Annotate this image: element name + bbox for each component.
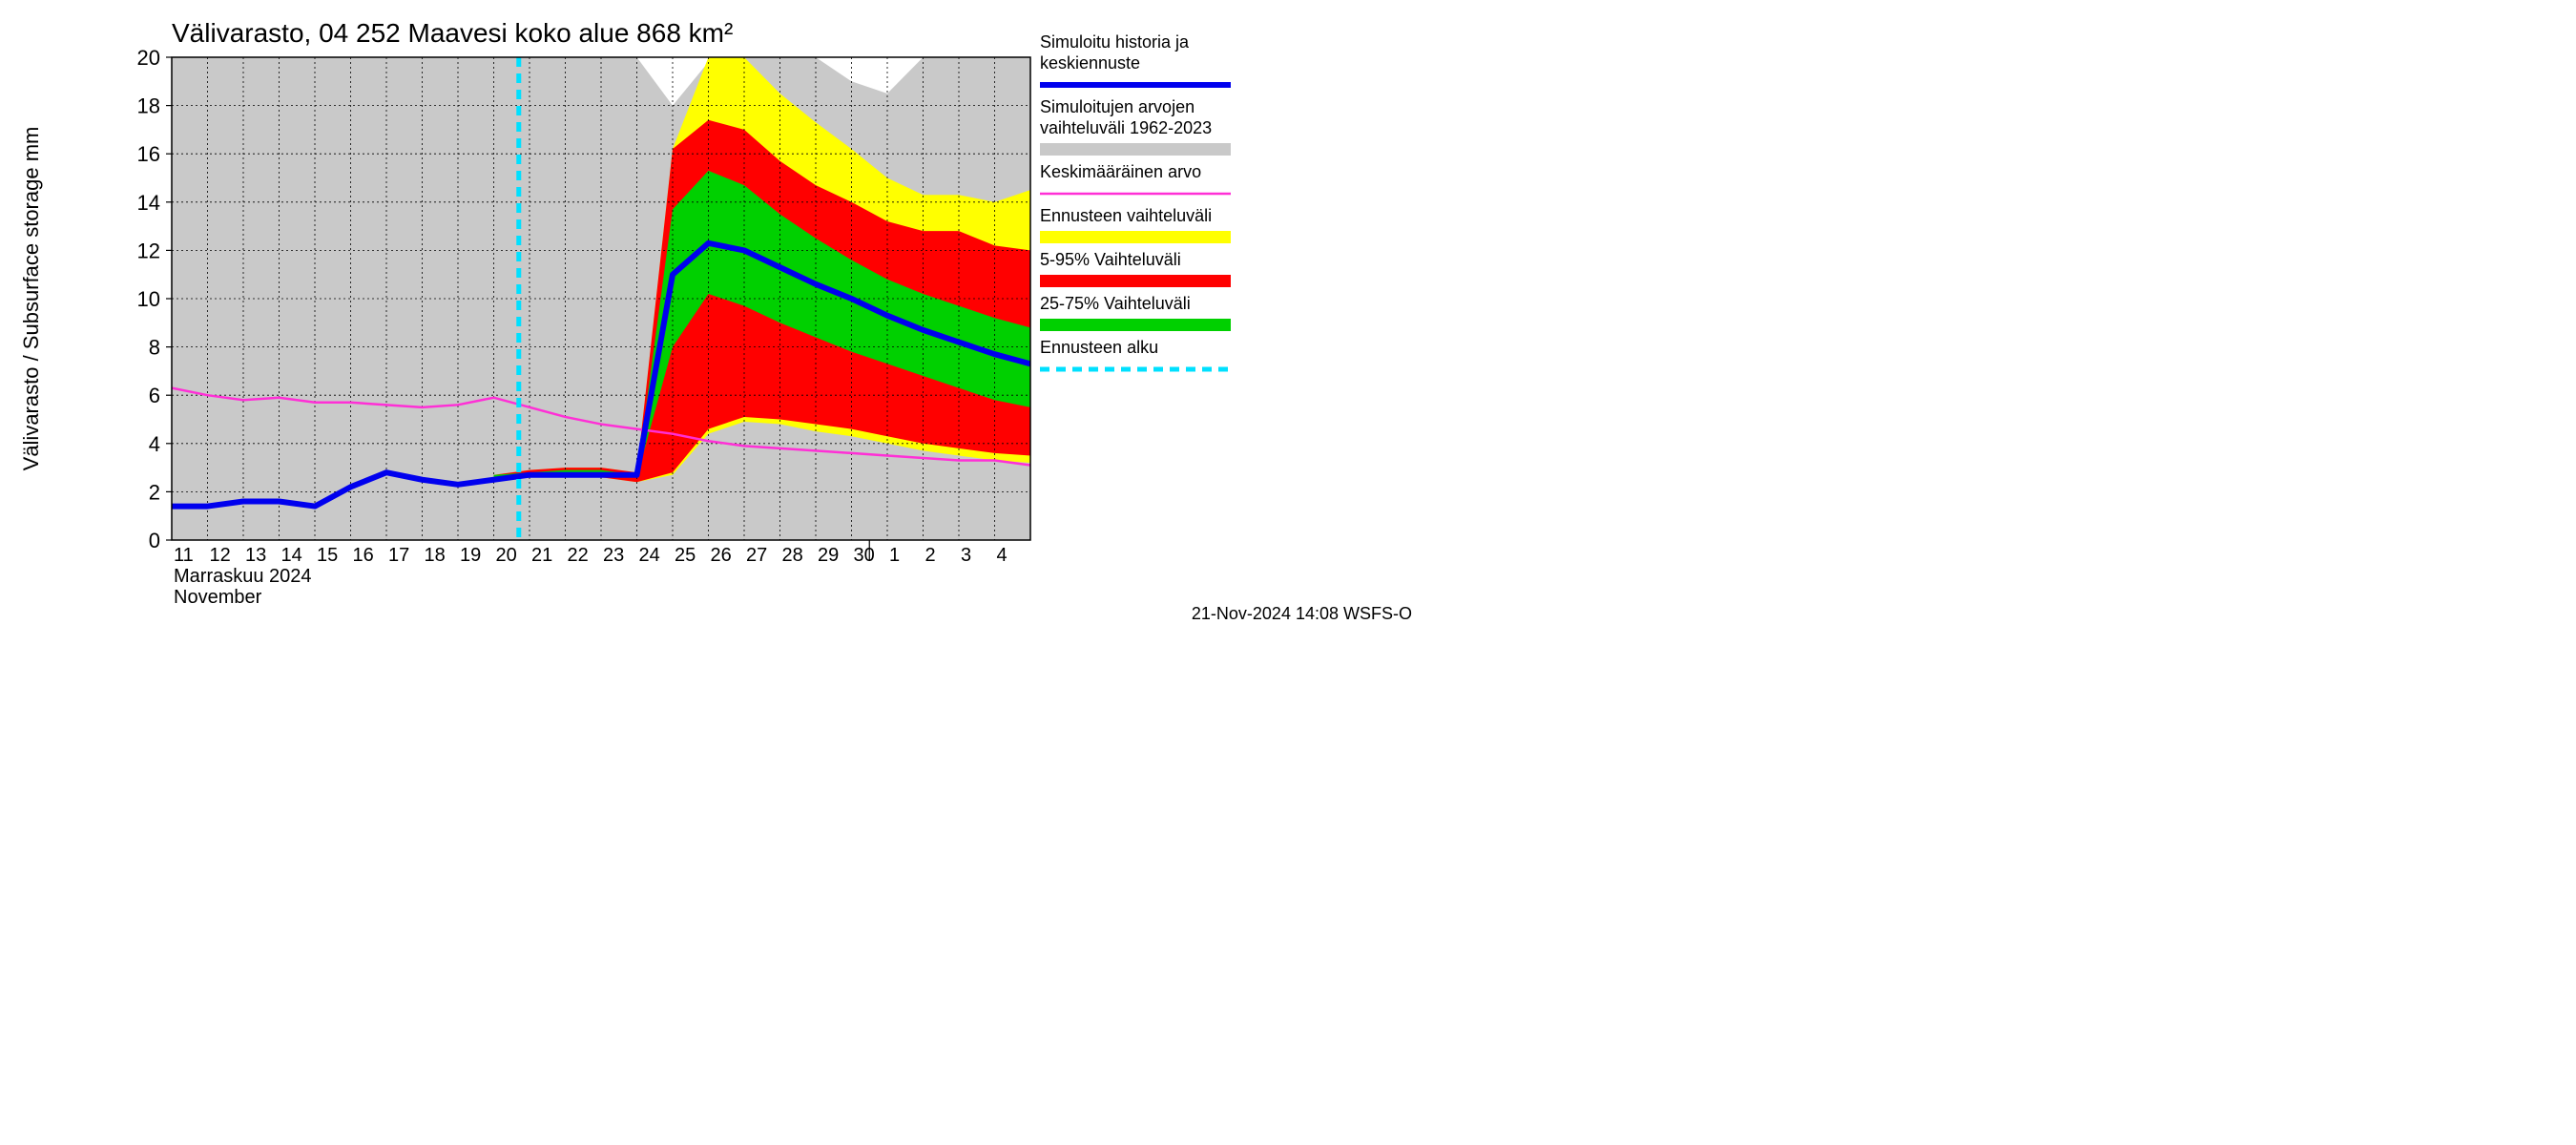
x-tick-label: 19 — [460, 545, 481, 566]
legend-label: 5-95% Vaihteluväli — [1040, 250, 1181, 269]
x-tick-label: 4 — [997, 545, 1008, 566]
legend-item: Simuloitujen arvojen vaihteluväli 1962-20… — [1040, 97, 1231, 156]
legend-label: Keskimääräinen arvo — [1040, 162, 1201, 181]
x-tick-label: 28 — [782, 545, 803, 566]
y-tick-label: 10 — [137, 287, 160, 311]
x-tick-label: 18 — [425, 545, 446, 566]
y-tick-label: 0 — [149, 529, 160, 552]
x-tick-label: 12 — [210, 545, 231, 566]
x-tick-label: 25 — [675, 545, 696, 566]
x-tick-label: 30 — [854, 545, 875, 566]
x-tick-label: 27 — [746, 545, 767, 566]
legend-label: Simuloitujen arvojen — [1040, 97, 1195, 116]
legend-item: Simuloitu historia jakeskiennuste — [1040, 32, 1231, 85]
y-tick-label: 16 — [137, 142, 160, 166]
legend-label: 25-75% Vaihteluväli — [1040, 294, 1191, 313]
legend-item: 5-95% Vaihteluväli — [1040, 250, 1231, 287]
x-tick-label: 24 — [639, 545, 660, 566]
legend-item: Keskimääräinen arvo — [1040, 162, 1231, 194]
x-tick-label: 20 — [496, 545, 517, 566]
y-tick-label: 6 — [149, 384, 160, 407]
x-tick-label: 2 — [925, 545, 936, 566]
x-tick-label: 11 — [174, 545, 194, 566]
y-tick-label: 20 — [137, 46, 160, 70]
y-tick-label: 8 — [149, 336, 160, 360]
legend-swatch — [1040, 319, 1231, 331]
footer-timestamp: 21-Nov-2024 14:08 WSFS-O — [1192, 604, 1412, 623]
x-month-label-en: November — [174, 587, 262, 608]
chart-svg: 0246810121416182011121314151617181920212… — [0, 0, 1431, 636]
legend-item: Ennusteen vaihteluväli — [1040, 206, 1231, 243]
y-tick-label: 18 — [137, 94, 160, 118]
chart-title: Välivarasto, 04 252 Maavesi koko alue 86… — [172, 18, 733, 48]
legend-label: keskiennuste — [1040, 53, 1140, 73]
y-axis-label: Välivarasto / Subsurface storage mm — [19, 127, 43, 471]
x-tick-label: 14 — [281, 545, 302, 566]
x-tick-label: 15 — [317, 545, 338, 566]
y-tick-label: 12 — [137, 239, 160, 262]
legend-label: Simuloitu historia ja — [1040, 32, 1190, 52]
chart-container: 0246810121416182011121314151617181920212… — [0, 0, 1431, 636]
legend-label: Ennusteen vaihteluväli — [1040, 206, 1212, 225]
x-tick-label: 23 — [603, 545, 624, 566]
legend-item: 25-75% Vaihteluväli — [1040, 294, 1231, 331]
x-tick-label: 17 — [388, 545, 409, 566]
x-tick-label: 16 — [353, 545, 374, 566]
x-tick-label: 1 — [889, 545, 900, 566]
x-tick-label: 21 — [531, 545, 552, 566]
y-tick-label: 4 — [149, 432, 160, 456]
x-tick-label: 22 — [568, 545, 589, 566]
legend-swatch — [1040, 231, 1231, 243]
x-tick-label: 3 — [961, 545, 971, 566]
legend-item: Ennusteen alku — [1040, 338, 1231, 369]
legend-swatch — [1040, 275, 1231, 287]
x-tick-label: 13 — [245, 545, 266, 566]
x-tick-label: 26 — [711, 545, 732, 566]
y-tick-label: 14 — [137, 191, 160, 215]
legend-swatch — [1040, 143, 1231, 156]
x-tick-label: 29 — [818, 545, 839, 566]
legend-label: Ennusteen alku — [1040, 338, 1158, 357]
y-tick-label: 2 — [149, 480, 160, 504]
x-month-label-fi: Marraskuu 2024 — [174, 566, 312, 587]
legend-label: vaihteluväli 1962-2023 — [1040, 118, 1212, 137]
